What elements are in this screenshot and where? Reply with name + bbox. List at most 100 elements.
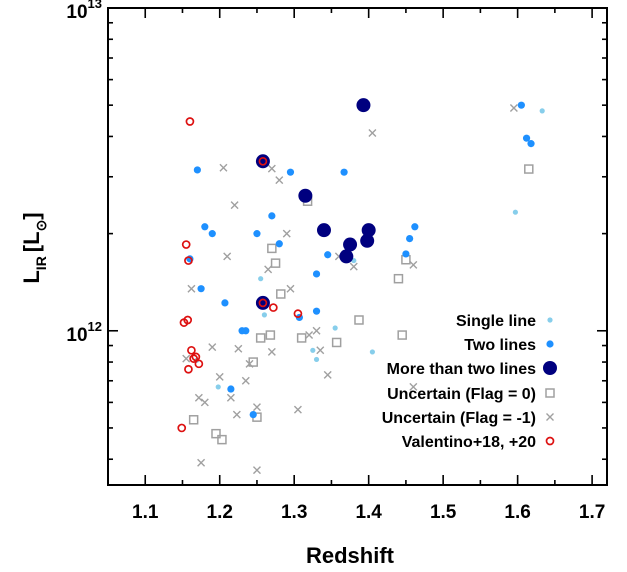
data-point: [201, 399, 208, 406]
data-point: [310, 348, 315, 353]
data-point: [287, 169, 294, 176]
data-point: [256, 154, 270, 168]
x-tick-label: 1.6: [504, 502, 530, 523]
data-point: [212, 430, 220, 438]
data-point: [178, 424, 185, 431]
data-point: [527, 140, 534, 147]
legend-marker: [546, 340, 553, 347]
data-point: [340, 169, 347, 176]
data-point: [185, 366, 192, 373]
data-point: [398, 331, 406, 339]
data-point: [253, 467, 260, 474]
data-point: [272, 259, 280, 267]
data-point: [283, 230, 290, 237]
data-point: [195, 394, 202, 401]
data-point: [224, 253, 231, 260]
data-point: [540, 108, 545, 113]
legend-label: Uncertain (Flag = 0): [387, 386, 536, 403]
data-point: [394, 275, 402, 283]
sun-symbol-icon: ⊙: [33, 220, 49, 232]
data-point: [266, 331, 274, 339]
data-point: [276, 177, 283, 184]
data-point: [287, 285, 294, 292]
data-point: [218, 436, 226, 444]
data-point: [268, 165, 275, 172]
y-tick-labels: 1012 1013: [66, 0, 102, 346]
data-point: [339, 249, 353, 263]
data-point: [510, 104, 517, 111]
data-point: [220, 164, 227, 171]
data-point: [317, 223, 331, 237]
svg-text:LIR[L⊙]: LIR[L⊙]: [19, 212, 49, 283]
x-tick-label: 1.2: [207, 502, 233, 523]
data-point: [256, 296, 270, 310]
data-point: [270, 304, 277, 311]
data-point: [343, 238, 357, 252]
data-point: [355, 316, 363, 324]
data-point: [194, 166, 201, 173]
data-point: [313, 308, 320, 315]
data-point: [294, 406, 301, 413]
data-point: [317, 347, 324, 354]
data-point: [268, 244, 276, 252]
legend-marker: [547, 317, 552, 322]
data-point: [410, 261, 417, 268]
data-point: [370, 349, 375, 354]
data-point: [277, 290, 285, 298]
data-point: [333, 325, 338, 330]
data-point: [216, 373, 223, 380]
data-point: [313, 327, 320, 334]
data-point: [257, 334, 265, 342]
legend-label: Two lines: [464, 337, 536, 354]
data-point: [250, 411, 257, 418]
data-point: [369, 129, 376, 136]
legend-marker: [543, 361, 557, 375]
data-point: [276, 240, 283, 247]
data-point: [268, 348, 275, 355]
data-point: [233, 411, 240, 418]
data-point: [221, 299, 228, 306]
data-point: [227, 394, 234, 401]
data-point: [406, 235, 413, 242]
data-point: [265, 266, 272, 273]
data-point: [324, 251, 331, 258]
legend-label: Uncertain (Flag = -1): [382, 410, 536, 427]
y-axis-label: LIR[L⊙]: [19, 212, 49, 283]
legend-label: More than two lines: [387, 361, 536, 378]
data-point: [186, 118, 193, 125]
data-point: [235, 345, 242, 352]
data-point: [242, 377, 249, 384]
x-tick-label: 1.3: [281, 502, 307, 523]
y-tick-label: 1012: [66, 319, 102, 346]
data-point: [306, 332, 313, 339]
data-point: [183, 241, 190, 248]
data-point: [188, 347, 195, 354]
data-point: [190, 416, 198, 424]
x-axis-label: Redshift: [306, 543, 395, 568]
data-point: [209, 344, 216, 351]
data-point: [298, 334, 306, 342]
data-point: [197, 285, 204, 292]
data-point: [231, 202, 238, 209]
data-point: [238, 327, 245, 334]
data-point: [324, 371, 331, 378]
data-point: [209, 230, 216, 237]
legend-label: Valentino+18, +20: [402, 434, 536, 451]
x-tick-label: 1.4: [355, 502, 382, 523]
data-point: [313, 270, 320, 277]
data-point: [183, 355, 190, 362]
data-point: [262, 312, 267, 317]
legend-marker: [547, 414, 554, 421]
data-point: [518, 102, 525, 109]
x-tick-label: 1.7: [579, 502, 605, 523]
data-point: [201, 223, 208, 230]
data-point: [253, 404, 260, 411]
data-point: [298, 189, 312, 203]
legend-marker: [547, 438, 554, 445]
x-tick-label: 1.5: [430, 502, 457, 523]
data-point: [350, 263, 357, 270]
legend: Single line Two lines More than two lines U…: [382, 313, 557, 451]
data-point: [258, 276, 263, 281]
data-point: [216, 384, 221, 389]
